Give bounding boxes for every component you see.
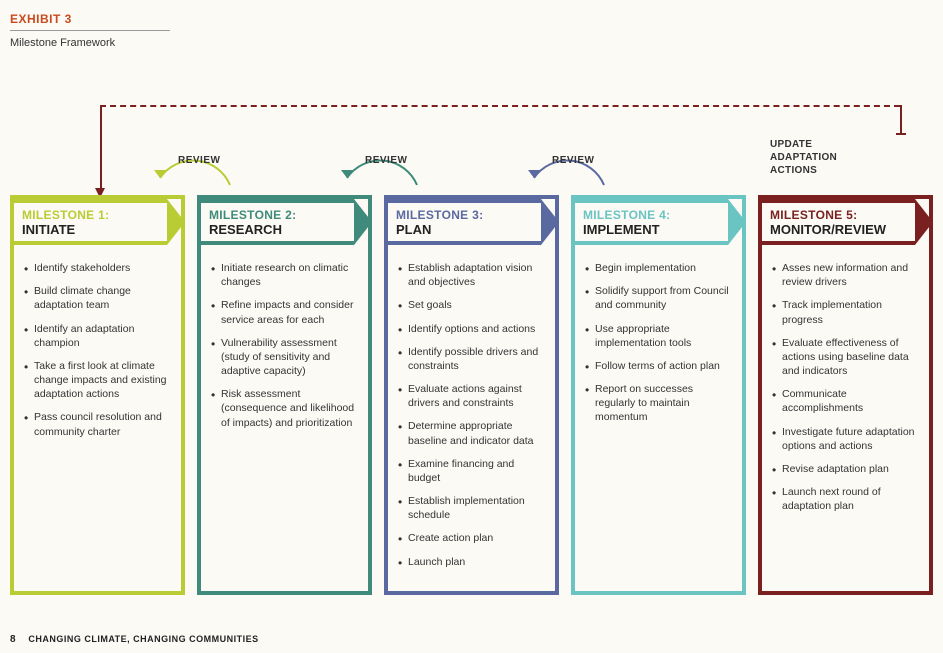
arrow-right-icon [915,199,933,245]
update-line-2: ADAPTATION [770,151,837,164]
exhibit-header: EXHIBIT 3 Milestone Framework [10,10,170,49]
milestone-box: MILESTONE 3:PLAN Establish adaptation vis… [384,195,559,595]
milestones-row: MILESTONE 1:INITIATE Identify stakeholder… [10,195,933,595]
list-item: Communicate accomplishments [772,387,919,415]
arrow-right-icon [541,199,559,245]
milestone-header: MILESTONE 3:PLAN [384,199,559,245]
list-item: Investigate future adaptation options an… [772,425,919,453]
footer-title: CHANGING CLIMATE, CHANGING COMMUNITIES [28,634,258,644]
milestone-title: INITIATE [22,222,161,237]
list-item: Asses new information and review drivers [772,261,919,289]
milestone-header: MILESTONE 5:MONITOR/REVIEW [758,199,933,245]
review-label: REVIEW [365,155,407,166]
milestone-header-body: MILESTONE 1:INITIATE [10,199,167,245]
milestone-number: MILESTONE 3: [396,208,535,222]
list-item: Examine financing and budget [398,457,545,485]
list-item: Follow terms of action plan [585,359,732,373]
milestone-header-body: MILESTONE 5:MONITOR/REVIEW [758,199,915,245]
milestone-header-body: MILESTONE 4:IMPLEMENT [571,199,728,245]
milestone-item-list: Identify stakeholders Build climate chang… [24,261,171,439]
list-item: Initiate research on climatic changes [211,261,358,289]
milestone-header-body: MILESTONE 2:RESEARCH [197,199,354,245]
review-label: REVIEW [552,155,594,166]
milestone-item-list: Establish adaptation vision and objectiv… [398,261,545,569]
milestone-title: RESEARCH [209,222,348,237]
list-item: Evaluate actions against drivers and con… [398,382,545,410]
list-item: Track implementation progress [772,298,919,326]
milestone-number: MILESTONE 2: [209,208,348,222]
list-item: Use appropriate implementation tools [585,322,732,350]
list-item: Create action plan [398,531,545,545]
list-item: Identify possible drivers and constraint… [398,345,545,373]
list-item: Launch next round of adaptation plan [772,485,919,513]
page-footer: 8 CHANGING CLIMATE, CHANGING COMMUNITIES [10,634,259,645]
list-item: Establish adaptation vision and objectiv… [398,261,545,289]
milestone-title: MONITOR/REVIEW [770,222,909,237]
list-item: Launch plan [398,555,545,569]
milestone-header: MILESTONE 1:INITIATE [10,199,185,245]
list-item: Pass council resolution and community ch… [24,410,171,438]
list-item: Report on successes regularly to maintai… [585,382,732,425]
milestone-item-list: Initiate research on climatic changes Ref… [211,261,358,430]
exhibit-label: EXHIBIT 3 [10,12,170,31]
list-item: Establish implementa­tion schedule [398,494,545,522]
milestone-box: MILESTONE 4:IMPLEMENT Begin implementatio… [571,195,746,595]
list-item: Identify an adaptation champion [24,322,171,350]
feedback-right-cap [896,133,906,135]
list-item: Refine impacts and consider service area… [211,298,358,326]
milestone-number: MILESTONE 5: [770,208,909,222]
list-item: Solidify support from Council and commun… [585,284,732,312]
arrow-right-icon [354,199,372,245]
list-item: Set goals [398,298,545,312]
feedback-loop-right [900,105,902,135]
milestone-box: MILESTONE 5:MONITOR/REVIEW Asses new info… [758,195,933,595]
milestone-title: IMPLEMENT [583,222,722,237]
list-item: Revise adaptation plan [772,462,919,476]
milestone-header-body: MILESTONE 3:PLAN [384,199,541,245]
list-item: Build climate change adaptation team [24,284,171,312]
list-item: Risk assessment (consequence and likelih… [211,387,358,430]
arrow-right-icon [167,199,185,245]
update-line-1: UPDATE [770,138,837,151]
feedback-loop-left [100,105,102,190]
milestone-number: MILESTONE 1: [22,208,161,222]
list-item: Determine appropriate baseline and indic… [398,419,545,447]
page-number: 8 [10,634,16,645]
milestone-box: MILESTONE 2:RESEARCH Initiate research on… [197,195,372,595]
list-item: Begin implementation [585,261,732,275]
list-item: Identify stakeholders [24,261,171,275]
milestone-item-list: Asses new information and review drivers… [772,261,919,513]
update-line-3: ACTIONS [770,164,837,177]
exhibit-subtitle: Milestone Framework [10,37,170,49]
milestone-title: PLAN [396,222,535,237]
milestone-item-list: Begin implementation Solidify support fro… [585,261,732,425]
list-item: Identify options and actions [398,322,545,336]
milestone-header: MILESTONE 4:IMPLEMENT [571,199,746,245]
milestone-box: MILESTONE 1:INITIATE Identify stakeholder… [10,195,185,595]
milestone-header: MILESTONE 2:RESEARCH [197,199,372,245]
list-item: Vulnerability assessment (study of sensi… [211,336,358,379]
feedback-loop-top [100,105,900,107]
arrow-right-icon [728,199,746,245]
update-adaptation-label: UPDATE ADAPTATION ACTIONS [770,138,837,177]
list-item: Take a first look at climate change impa… [24,359,171,402]
list-item: Evaluate effectiveness of actions using … [772,336,919,379]
milestone-number: MILESTONE 4: [583,208,722,222]
review-label: REVIEW [178,155,220,166]
